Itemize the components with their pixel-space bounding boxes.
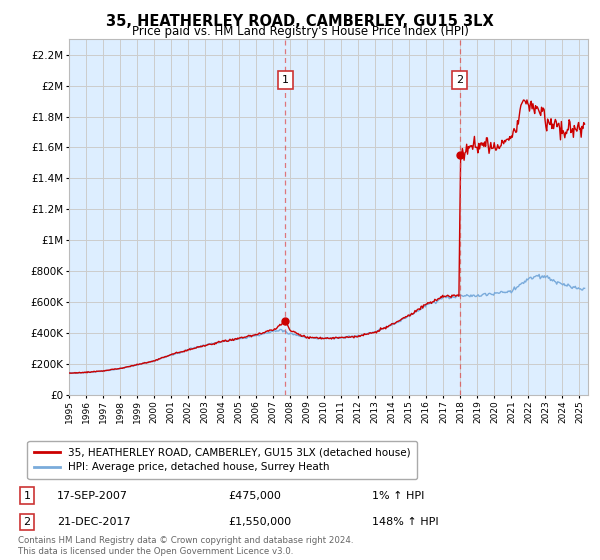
Legend: 35, HEATHERLEY ROAD, CAMBERLEY, GU15 3LX (detached house), HPI: Average price, d: 35, HEATHERLEY ROAD, CAMBERLEY, GU15 3LX… bbox=[28, 441, 417, 479]
Text: 35, HEATHERLEY ROAD, CAMBERLEY, GU15 3LX: 35, HEATHERLEY ROAD, CAMBERLEY, GU15 3LX bbox=[106, 14, 494, 29]
Text: 2: 2 bbox=[23, 517, 31, 527]
Text: 2: 2 bbox=[457, 75, 463, 85]
Text: 1% ↑ HPI: 1% ↑ HPI bbox=[372, 491, 424, 501]
Text: 1: 1 bbox=[282, 75, 289, 85]
Text: £475,000: £475,000 bbox=[228, 491, 281, 501]
Bar bbox=[69, 39, 600, 395]
Text: Price paid vs. HM Land Registry's House Price Index (HPI): Price paid vs. HM Land Registry's House … bbox=[131, 25, 469, 38]
Text: 148% ↑ HPI: 148% ↑ HPI bbox=[372, 517, 439, 527]
Text: Contains HM Land Registry data © Crown copyright and database right 2024.
This d: Contains HM Land Registry data © Crown c… bbox=[18, 536, 353, 556]
Text: 21-DEC-2017: 21-DEC-2017 bbox=[57, 517, 131, 527]
Text: 17-SEP-2007: 17-SEP-2007 bbox=[57, 491, 128, 501]
Text: 1: 1 bbox=[23, 491, 31, 501]
Text: £1,550,000: £1,550,000 bbox=[228, 517, 291, 527]
